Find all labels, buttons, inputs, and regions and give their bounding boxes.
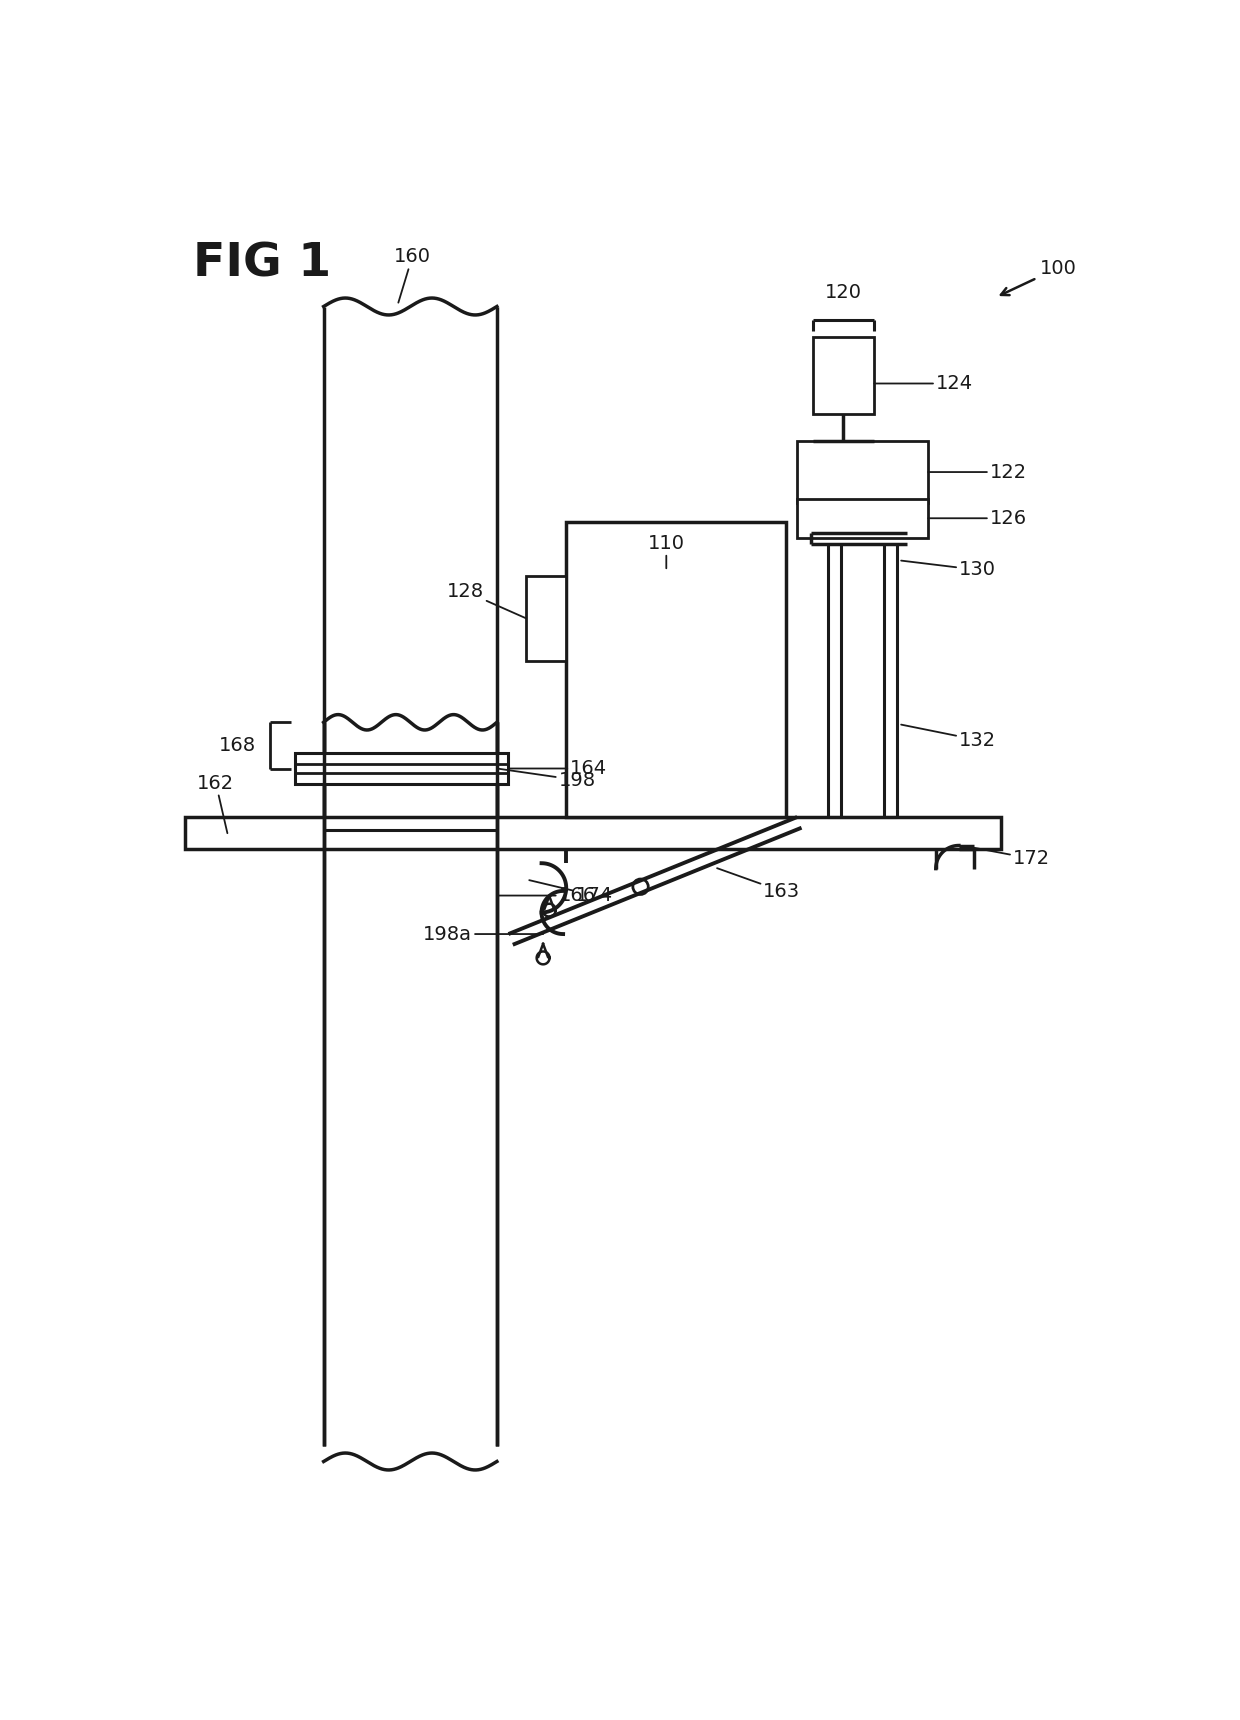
Text: 110: 110 [647,533,684,568]
Text: 174: 174 [529,881,613,905]
Bar [812,337,874,415]
Text: 166: 166 [497,886,595,905]
Text: 124: 124 [874,373,973,392]
Bar [797,442,928,502]
Bar [567,523,786,817]
Bar [526,576,567,660]
Text: 120: 120 [825,282,862,303]
Text: 122: 122 [928,463,1027,482]
Text: 162: 162 [197,774,234,832]
Text: 163: 163 [717,869,800,901]
Text: 198: 198 [497,769,595,789]
Text: 168: 168 [218,736,255,755]
Bar [295,753,508,784]
Bar [797,499,928,538]
Bar [185,817,1001,850]
Text: 100: 100 [1001,258,1076,296]
Text: 198a: 198a [423,925,543,944]
Text: 130: 130 [901,561,996,580]
Text: 164: 164 [508,759,608,777]
Text: 160: 160 [393,248,430,303]
Text: 172: 172 [975,848,1050,869]
Text: 132: 132 [901,724,996,750]
Text: FIG 1: FIG 1 [192,241,331,286]
Text: 128: 128 [446,581,526,619]
Text: 126: 126 [928,509,1027,528]
